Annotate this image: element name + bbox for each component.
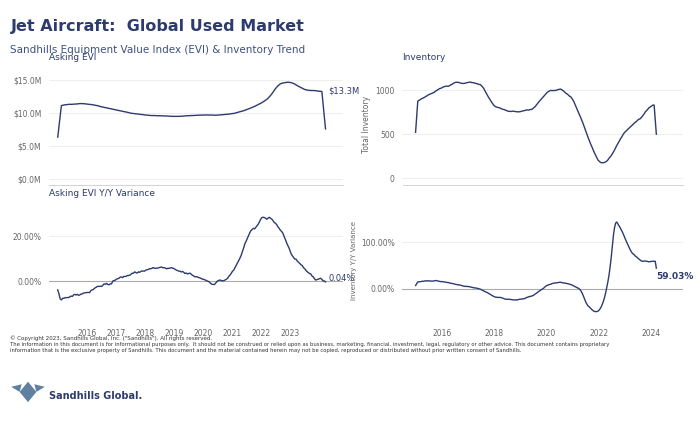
Text: Sandhills Global.: Sandhills Global. [49, 391, 142, 401]
Y-axis label: Total Inventory: Total Inventory [363, 96, 371, 153]
Text: Asking EVI: Asking EVI [49, 53, 97, 62]
Text: Inventory: Inventory [402, 53, 446, 62]
Text: Jet Aircraft:  Global Used Market: Jet Aircraft: Global Used Market [10, 19, 304, 34]
Y-axis label: Inventory Y/Y Variance: Inventory Y/Y Variance [351, 222, 357, 300]
Text: © Copyright 2023, Sandhills Global, Inc. ("Sandhills"). All rights reserved.: © Copyright 2023, Sandhills Global, Inc.… [10, 335, 213, 341]
Text: $13.3M: $13.3M [328, 87, 360, 96]
Text: information that is the exclusive property of Sandhills. This document and the m: information that is the exclusive proper… [10, 348, 522, 353]
Polygon shape [20, 382, 36, 402]
Text: The information in this document is for informational purposes only.  It should : The information in this document is for … [10, 342, 610, 347]
Polygon shape [34, 384, 45, 392]
Text: Sandhills Equipment Value Index (EVI) & Inventory Trend: Sandhills Equipment Value Index (EVI) & … [10, 45, 306, 55]
Polygon shape [11, 384, 22, 392]
Text: Asking EVI Y/Y Variance: Asking EVI Y/Y Variance [49, 189, 155, 198]
Text: 0.04%: 0.04% [328, 274, 355, 283]
Text: 59.03%: 59.03% [656, 272, 693, 281]
